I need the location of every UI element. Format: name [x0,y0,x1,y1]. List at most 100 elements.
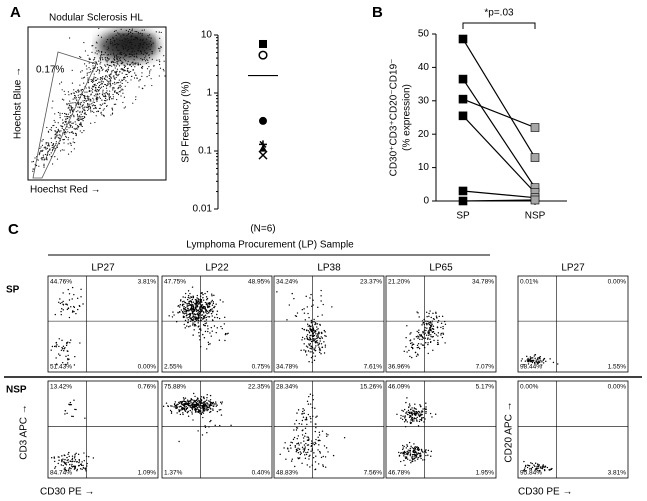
event-dot [316,337,318,339]
event-dot [195,299,198,301]
event-dot [308,361,310,363]
event-dot [110,80,112,82]
event-dot [118,43,120,45]
event-dot [104,52,106,54]
event-dot [81,105,83,107]
event-dot [55,141,57,143]
event-dot [122,68,124,70]
event-dot [81,468,83,471]
event-dot [88,67,90,69]
event-dot [540,360,542,362]
event-dot [140,57,142,60]
event-dot [51,107,53,109]
event-dot [419,411,421,413]
event-dot [200,396,203,398]
event-dot [121,39,123,42]
event-dot [526,355,528,358]
event-dot [178,306,181,308]
event-dot [51,147,53,149]
event-dot [194,306,197,309]
event-dot [310,345,313,348]
event-dot [99,78,101,80]
event-dot [179,400,181,403]
event-dot [214,424,216,427]
event-dot [116,38,118,40]
event-dot [295,419,298,422]
event-dot [62,292,64,294]
event-dot [50,349,52,351]
event-dot [183,398,185,400]
event-dot [415,417,417,420]
event-dot [304,427,307,429]
event-dot [71,458,73,461]
event-dot [95,70,97,72]
event-dot [324,335,326,337]
event-dot [539,470,541,472]
event-dot [420,419,423,422]
event-dot [126,62,128,64]
event-dot [313,334,316,337]
event-dot [195,319,198,322]
event-dot [216,404,218,406]
event-dot [139,42,141,45]
event-dot [85,87,87,89]
event-dot [57,122,59,124]
event-dot [303,444,306,446]
event-dot [124,38,126,40]
event-dot [206,397,208,399]
event-dot [310,357,313,359]
event-dot [196,411,198,413]
event-dot [86,462,88,465]
event-dot [406,444,408,446]
event-dot [324,346,327,348]
event-dot [416,448,418,451]
event-dot [299,453,302,456]
event-dot [95,115,97,117]
event-dot [533,355,536,357]
event-dot [423,318,425,321]
event-dot [158,47,160,49]
event-dot [92,59,95,61]
event-dot [529,359,532,361]
quadrant-value: 0.00% [138,364,157,371]
event-dot [106,99,108,101]
event-dot [308,343,310,345]
event-dot [207,306,209,309]
event-dot [184,292,187,295]
event-dot [110,38,112,41]
event-dot [69,112,71,114]
event-dot [537,362,539,364]
panel-label: C [8,221,19,238]
event-dot [94,105,96,107]
event-dot [131,50,133,52]
event-dot [79,468,82,470]
gate-label: 0.17% [36,65,64,76]
event-dot [61,339,63,342]
event-dot [309,327,311,329]
event-dot [415,456,418,458]
event-dot [112,93,114,96]
event-dot [185,405,187,408]
event-dot [88,90,90,93]
event-dot [406,411,408,413]
event-dot [151,58,153,61]
event-dot [307,444,310,446]
event-dot [77,119,79,122]
event-dot [307,439,310,442]
event-dot [92,45,94,47]
event-dot [417,343,420,345]
event-dot [320,353,322,355]
event-dot [197,403,199,405]
event-dot [409,333,411,335]
event-dot [97,93,99,95]
event-dot [185,312,188,314]
event-dot [414,411,416,413]
event-dot [184,319,187,322]
event-dot [105,96,107,98]
panel-label: A [10,4,21,21]
event-dot [50,137,52,139]
event-dot [316,329,318,331]
event-dot [78,461,80,464]
event-dot [208,312,210,314]
event-dot [85,470,87,472]
